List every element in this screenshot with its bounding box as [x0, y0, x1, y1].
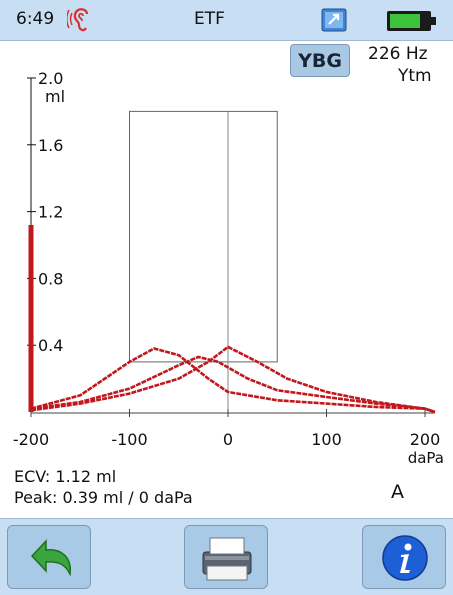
screen-title: ETF [194, 9, 225, 29]
y-tick-label: 1.6 [38, 136, 63, 155]
tympanogram-curve-3 [30, 345, 436, 414]
tympanogram-curve-2 [30, 355, 436, 414]
peak-value: Peak: 0.39 ml / 0 daPa [14, 488, 193, 507]
ybg-mode-button[interactable]: YBG [290, 44, 350, 77]
x-tick-label: -100 [111, 430, 147, 449]
x-tick-label: 0 [223, 430, 233, 449]
ear-icon [67, 8, 89, 32]
info-icon [382, 535, 428, 581]
back-arrow-icon [30, 539, 71, 577]
info-button[interactable] [362, 525, 446, 589]
pass-region-box [129, 110, 278, 363]
y-tick-label: 0.4 [38, 336, 63, 355]
bottom-toolbar [0, 518, 453, 595]
y-axis-unit-label: ml [45, 87, 65, 106]
x-tick-label: -200 [13, 430, 49, 449]
ecv-value: ECV: 1.12 ml [14, 467, 117, 486]
probe-frequency: 226 Hz [368, 44, 428, 64]
y-tick-label: 2.0 [38, 69, 63, 88]
x-tick-label: 100 [311, 430, 342, 449]
print-button[interactable] [184, 525, 268, 589]
x-tick-label: 200 [410, 430, 441, 449]
window-restore-icon[interactable] [321, 8, 347, 32]
back-button[interactable] [7, 525, 91, 589]
clock-time: 6:49 [16, 9, 55, 29]
x-axis-unit-label: daPa [408, 449, 444, 467]
y-tick-label: 0.8 [38, 269, 63, 288]
battery-icon [387, 11, 436, 31]
measure-mode: Ytm [398, 66, 432, 86]
y-tick-label: 1.2 [38, 203, 63, 222]
tympanogram-curve-1 [30, 347, 436, 414]
printer-icon [202, 537, 252, 581]
status-bar: 6:49 ETF [0, 0, 453, 41]
ear-side-label: A [391, 481, 404, 503]
